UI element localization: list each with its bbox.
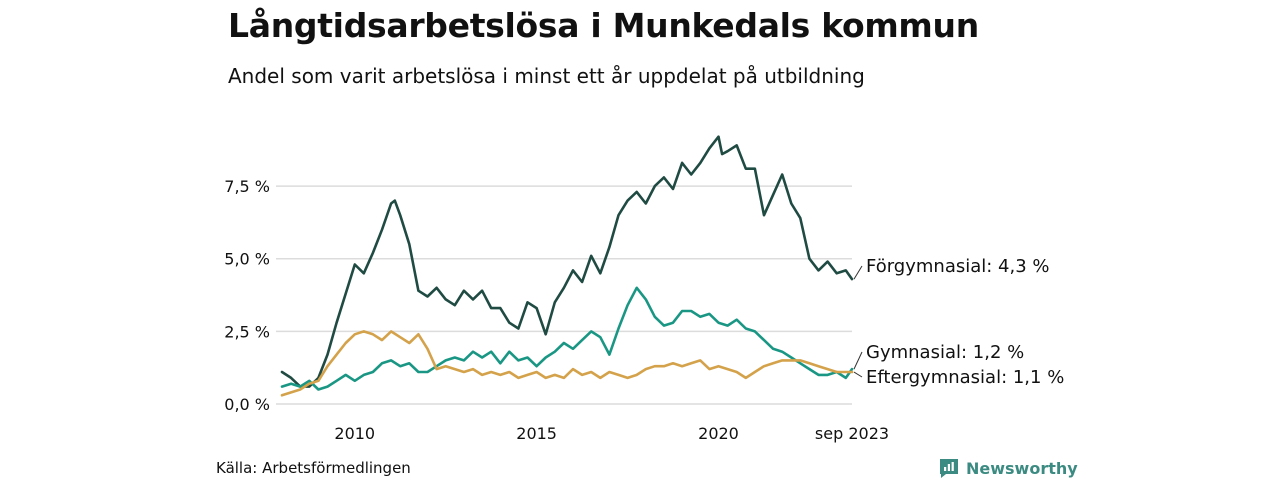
series-end-label: Gymnasial: 1,2 % [866,342,1024,363]
newsworthy-icon [940,459,958,478]
y-tick-label: 0,0 % [224,395,270,414]
series-line-förgymnasial [280,135,854,388]
x-tick-label: 2010 [334,424,375,443]
y-tick-label: 7,5 % [224,177,270,196]
brand-name: Newsworthy [966,458,1078,478]
source-note: Källa: Arbetsförmedlingen [216,459,411,477]
y-tick-label: 2,5 % [224,322,270,341]
chart-title: Långtidsarbetslösa i Munkedals kommun [228,6,979,45]
chart-subtitle: Andel som varit arbetslösa i minst ett å… [228,64,865,88]
series-end-label: Eftergymnasial: 1,1 % [866,367,1064,388]
series-end-label: Förgymnasial: 4,3 % [866,256,1050,277]
series-line-gymnasial [280,286,854,391]
y-tick-label: 5,0 % [224,250,270,269]
newsworthy-logo: Newsworthy [938,457,1078,479]
leader-line [853,371,863,378]
leader-line [853,351,863,370]
leader-line [853,265,863,280]
x-tick-label: 2015 [516,424,557,443]
x-tick-label: sep 2023 [815,424,889,443]
x-tick-label: 2020 [698,424,739,443]
series-line-eftergymnasial [280,330,854,397]
